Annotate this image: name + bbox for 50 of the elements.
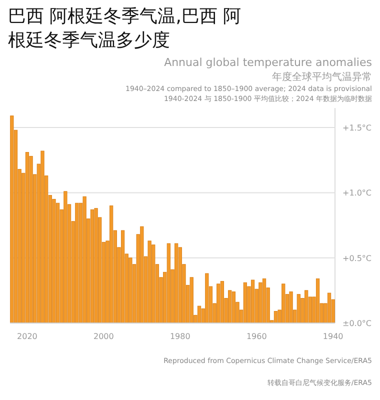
bar: [316, 278, 320, 324]
bar: [250, 280, 255, 324]
bar: [190, 277, 194, 324]
bar: [52, 198, 56, 324]
bar: [140, 226, 144, 324]
bar: [120, 230, 125, 324]
bar: [94, 208, 98, 324]
bar: [178, 247, 182, 324]
bar: [262, 278, 266, 324]
bar: [296, 294, 300, 324]
x-tick-label: 1980: [170, 332, 190, 341]
bar: [243, 282, 247, 324]
bar: [82, 196, 86, 324]
bar: [220, 281, 224, 324]
bar: [148, 240, 152, 324]
bar: [232, 291, 236, 324]
y-tick-label: +1.5°C: [342, 124, 372, 133]
bar: [166, 243, 170, 324]
bar: [289, 291, 293, 324]
bar: [228, 290, 232, 324]
bar: [64, 191, 68, 324]
bar: [216, 284, 220, 324]
chart-subtitle: Annual global temperature anomalies: [164, 56, 372, 69]
bar: [327, 292, 332, 324]
chart-title: 巴西 阿根廷冬季气温,巴西 阿根廷冬季气温多少度: [8, 6, 242, 51]
y-tick-label: +1.0°C: [342, 188, 372, 198]
bar: [110, 205, 114, 324]
x-tick-label: 1960: [246, 332, 267, 341]
bar: [258, 282, 262, 324]
x-tick-label: 2020: [17, 332, 38, 341]
bar: [25, 152, 30, 324]
bar: [75, 202, 79, 324]
bar: [29, 156, 33, 324]
bar: [197, 306, 202, 324]
bar: [40, 150, 44, 324]
bar: [174, 243, 178, 324]
x-tick-label: 1940: [322, 332, 344, 341]
text: 年度全球平均气温异常: [272, 71, 372, 83]
bar: [10, 116, 14, 324]
bar: [56, 202, 60, 324]
y-tick-label: ±0.0°C: [342, 319, 372, 328]
bar: [282, 284, 286, 324]
bar: [90, 209, 94, 324]
bar: [205, 273, 209, 324]
bar: [128, 258, 132, 324]
y-tick-label: +0.5°C: [342, 254, 372, 263]
bar: [152, 244, 156, 324]
bar: [304, 290, 308, 324]
x-tick-label: 2000: [93, 332, 114, 341]
bar: [274, 311, 278, 324]
